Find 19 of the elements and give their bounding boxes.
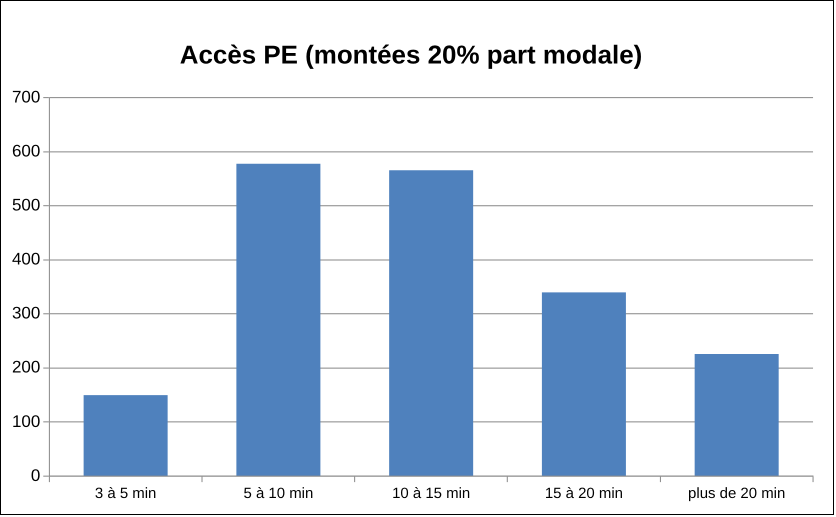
x-tick-label: 15 à 20 min [544, 485, 623, 502]
y-tick-label: 100 [12, 412, 40, 431]
chart-title: Accès PE (montées 20% part modale) [180, 42, 642, 70]
y-tick-label: 0 [30, 466, 40, 485]
x-tick-label: 10 à 15 min [392, 485, 470, 502]
bar [542, 292, 626, 476]
x-tick-label: 5 à 10 min [243, 485, 314, 502]
y-tick-label: 500 [12, 196, 40, 215]
bar [389, 170, 474, 476]
y-tick-label: 600 [12, 142, 40, 161]
bar [236, 164, 320, 476]
x-tick-label: plus de 20 min [688, 485, 786, 502]
bar [694, 354, 779, 476]
y-tick-label: 300 [12, 304, 40, 323]
y-tick-label: 700 [12, 88, 40, 106]
y-tick-label: 400 [12, 250, 40, 269]
y-tick-label: 200 [12, 358, 40, 377]
x-tick-label: 3 à 5 min [94, 485, 156, 502]
bar [84, 395, 168, 476]
